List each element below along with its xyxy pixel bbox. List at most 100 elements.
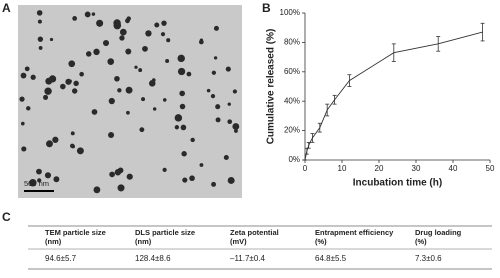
table-header: (mV) [230, 237, 247, 246]
particle [96, 19, 104, 27]
table-cell: 7.3±0.6 [415, 254, 442, 263]
particle [213, 25, 219, 31]
particle [198, 39, 204, 45]
particle [232, 123, 240, 130]
particle [134, 65, 138, 69]
x-axis-title: Incubation time (h) [353, 178, 442, 189]
particle [199, 163, 204, 167]
particle [139, 127, 145, 133]
error-bar [317, 122, 322, 133]
y-tick-label: 60% [284, 67, 300, 76]
particle [52, 136, 59, 143]
particle [227, 176, 235, 184]
particle [73, 80, 79, 87]
particle [177, 67, 186, 76]
particle [211, 70, 217, 75]
particle [174, 125, 180, 130]
particle [179, 90, 185, 97]
particle [225, 66, 231, 72]
particle [211, 181, 217, 187]
x-tick-label: 40 [449, 164, 458, 173]
particle [180, 124, 187, 131]
particle [36, 168, 42, 175]
particle [117, 88, 122, 93]
particle [29, 179, 37, 187]
particle [152, 78, 156, 82]
particle [72, 16, 78, 21]
y-tick-label: 40% [284, 96, 300, 105]
particle [91, 12, 96, 16]
table-header: (%) [415, 237, 427, 246]
particle [108, 131, 115, 138]
particle [227, 102, 231, 106]
particle [138, 68, 143, 73]
error-bar [304, 147, 309, 155]
error-bar [325, 103, 330, 117]
particle [93, 186, 101, 194]
particle [179, 103, 186, 110]
error-bar [391, 43, 396, 62]
particle [181, 151, 187, 157]
particle [114, 75, 120, 82]
particle [68, 60, 76, 68]
particle [53, 176, 60, 183]
particle [142, 45, 148, 52]
particle [109, 171, 115, 178]
table-header: TEM particle size [45, 228, 106, 237]
particle [108, 97, 115, 105]
x-tick-label: 50 [486, 164, 495, 173]
y-tick-label: 100% [280, 8, 300, 17]
particle [102, 39, 110, 47]
particle [182, 177, 188, 183]
particle [37, 19, 42, 24]
particle [21, 146, 27, 152]
particle [70, 143, 75, 149]
particle [145, 30, 152, 37]
particle [113, 19, 121, 27]
panel-label: A [2, 1, 11, 15]
particle [70, 131, 75, 136]
particle [126, 173, 133, 180]
particle [162, 167, 167, 172]
y-axis-title: Cumulative released (%) [266, 29, 277, 145]
error-bar [306, 141, 311, 149]
x-tick-label: 30 [412, 164, 421, 173]
table-header: Entrapment efficiency [315, 228, 394, 237]
particle [160, 32, 166, 37]
particle [119, 35, 125, 41]
particle [19, 96, 25, 102]
particles [19, 10, 240, 194]
particle [234, 128, 238, 133]
particle [177, 54, 185, 63]
particle [186, 71, 192, 77]
table-header: (%) [315, 237, 327, 246]
tem-image [18, 5, 242, 198]
particle [71, 88, 78, 94]
particle [30, 74, 36, 80]
particle [232, 89, 238, 94]
y-tick-label: 20% [284, 126, 300, 135]
particle [126, 110, 130, 115]
particle [44, 172, 52, 179]
y-tick-label: 0% [288, 155, 300, 164]
particle [46, 140, 53, 148]
table-cell: 94.6±5.7 [45, 254, 77, 263]
error-bar [480, 22, 485, 42]
particle [125, 48, 132, 55]
particle [154, 22, 160, 28]
particle [206, 88, 211, 93]
particle [125, 18, 130, 24]
particle [37, 178, 42, 183]
scale-bar-label: 500 nm [24, 179, 49, 188]
particle [141, 97, 146, 102]
particle [162, 98, 167, 102]
particle [49, 37, 54, 42]
particle [24, 66, 30, 72]
particle [166, 38, 171, 43]
table-cell: 64.8±5.5 [315, 254, 347, 263]
particle [227, 119, 233, 125]
particle [223, 154, 229, 160]
error-bar [347, 74, 352, 87]
particle [85, 51, 92, 57]
